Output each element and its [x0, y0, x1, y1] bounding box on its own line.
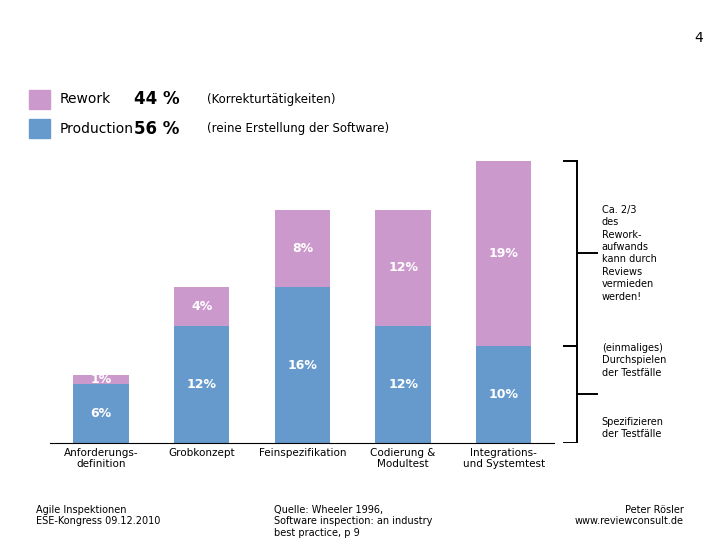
Bar	[476, 346, 531, 443]
Text: 19%: 19%	[489, 247, 518, 260]
Text: 8%: 8%	[292, 242, 313, 255]
Bar	[73, 375, 129, 384]
Text: 4: 4	[695, 31, 703, 45]
Text: (reine Erstellung der Software): (reine Erstellung der Software)	[207, 123, 389, 136]
Text: (einmaliges)
Durchspielen
der Testfälle: (einmaliges) Durchspielen der Testfälle	[602, 343, 666, 377]
Text: 12%: 12%	[388, 378, 418, 391]
Text: (Korrekturtätigkeiten): (Korrekturtätigkeiten)	[207, 93, 335, 106]
Text: Peter Rösler
www.reviewconsult.de: Peter Rösler www.reviewconsult.de	[575, 505, 684, 526]
Text: 10%: 10%	[489, 388, 519, 401]
Bar	[73, 384, 129, 443]
Text: Ca. 2/3
des
Rework-
aufwands
kann durch
Reviews
vermieden
werden!: Ca. 2/3 des Rework- aufwands kann durch …	[602, 205, 657, 302]
Text: Anteil von Korrekturtätigkeiten am Gesamtaufwand: Anteil von Korrekturtätigkeiten am Gesam…	[14, 42, 720, 66]
Bar	[29, 90, 50, 109]
Text: Rework: Rework	[59, 92, 110, 106]
Text: 1%: 1%	[91, 373, 112, 386]
Text: 12%: 12%	[388, 261, 418, 274]
Text: Spezifizieren
der Testfälle: Spezifizieren der Testfälle	[602, 417, 664, 440]
Text: Agile Inspektionen
ESE-Kongress 09.12.2010: Agile Inspektionen ESE-Kongress 09.12.20…	[36, 505, 161, 526]
Bar	[174, 287, 230, 326]
Text: 44 %: 44 %	[134, 90, 180, 108]
Bar	[29, 119, 50, 138]
Bar	[275, 210, 330, 287]
Bar	[375, 326, 431, 443]
Text: 12%: 12%	[186, 378, 217, 391]
Bar	[174, 326, 230, 443]
Bar	[476, 161, 531, 346]
Text: 4%: 4%	[191, 300, 212, 313]
Text: 16%: 16%	[287, 359, 318, 372]
Bar	[375, 210, 431, 326]
Text: Quelle: Wheeler 1996,
Software inspection: an industry
best practice, p 9: Quelle: Wheeler 1996, Software inspectio…	[274, 505, 432, 538]
Bar	[275, 287, 330, 443]
Text: 56 %: 56 %	[134, 120, 179, 138]
Text: Production: Production	[59, 122, 133, 136]
Text: 6%: 6%	[91, 407, 112, 420]
